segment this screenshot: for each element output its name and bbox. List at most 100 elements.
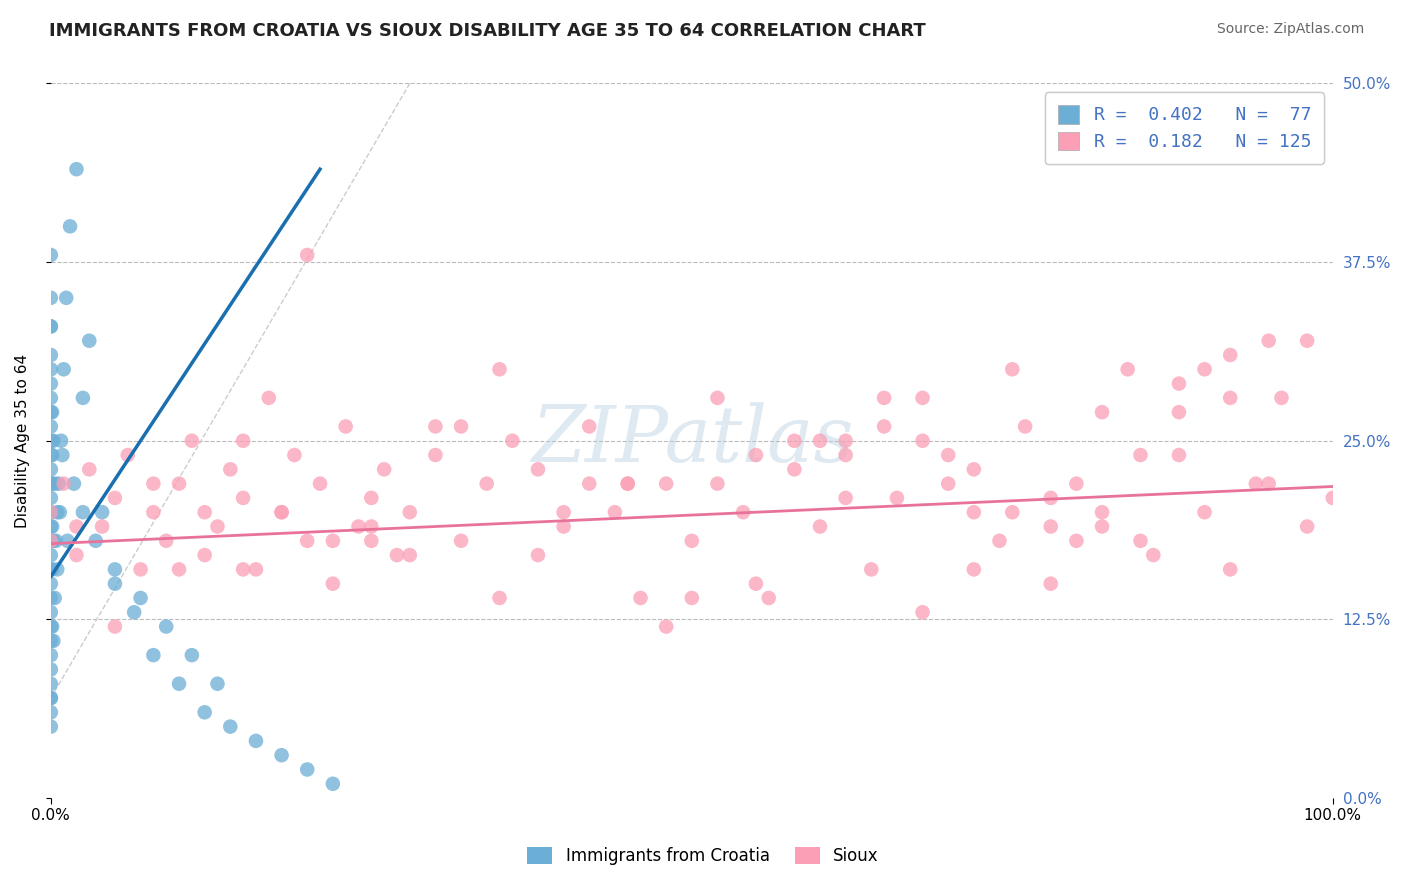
Point <box>59 219 82 234</box>
Point <box>745 448 768 462</box>
Point <box>39 662 62 676</box>
Point <box>1168 405 1191 419</box>
Point <box>39 533 62 548</box>
Point <box>39 505 62 519</box>
Point <box>1168 448 1191 462</box>
Point <box>46 505 69 519</box>
Point <box>167 677 190 691</box>
Point <box>39 419 62 434</box>
Point <box>39 691 62 706</box>
Point <box>44 591 66 605</box>
Y-axis label: Disability Age 35 to 64: Disability Age 35 to 64 <box>15 354 30 528</box>
Point <box>553 519 575 533</box>
Point <box>270 505 292 519</box>
Point <box>39 319 62 334</box>
Point <box>1296 519 1319 533</box>
Point <box>733 505 755 519</box>
Point <box>373 462 395 476</box>
Point <box>1257 334 1279 348</box>
Point <box>834 448 856 462</box>
Point <box>297 533 319 548</box>
Point <box>963 505 986 519</box>
Point <box>808 519 831 533</box>
Point <box>194 548 217 562</box>
Point <box>41 448 63 462</box>
Point <box>39 533 62 548</box>
Point <box>39 434 62 448</box>
Point <box>553 505 575 519</box>
Point <box>834 491 856 505</box>
Point <box>398 505 420 519</box>
Point <box>104 562 127 576</box>
Point <box>616 476 638 491</box>
Point <box>44 476 66 491</box>
Point <box>385 548 408 562</box>
Point <box>745 576 768 591</box>
Point <box>39 448 62 462</box>
Point <box>681 591 703 605</box>
Point <box>1091 519 1114 533</box>
Point <box>360 519 382 533</box>
Point <box>39 619 62 633</box>
Point <box>39 548 62 562</box>
Point <box>39 376 62 391</box>
Point <box>207 519 229 533</box>
Point <box>39 462 62 476</box>
Point <box>783 462 806 476</box>
Point <box>79 462 101 476</box>
Point <box>270 505 292 519</box>
Point <box>39 491 62 505</box>
Point <box>84 533 107 548</box>
Point <box>1257 476 1279 491</box>
Point <box>963 462 986 476</box>
Point <box>245 734 267 748</box>
Point <box>1194 505 1216 519</box>
Point <box>39 720 62 734</box>
Point <box>936 476 959 491</box>
Point <box>322 777 344 791</box>
Point <box>117 448 139 462</box>
Point <box>501 434 523 448</box>
Point <box>52 476 75 491</box>
Point <box>655 619 678 633</box>
Text: Source: ZipAtlas.com: Source: ZipAtlas.com <box>1216 22 1364 37</box>
Point <box>873 391 896 405</box>
Point <box>1014 419 1036 434</box>
Legend: Immigrants from Croatia, Sioux: Immigrants from Croatia, Sioux <box>517 837 889 875</box>
Point <box>398 548 420 562</box>
Point <box>335 419 357 434</box>
Point <box>42 434 65 448</box>
Point <box>167 476 190 491</box>
Point <box>194 706 217 720</box>
Point <box>1129 448 1152 462</box>
Point <box>322 533 344 548</box>
Point <box>232 562 254 576</box>
Point <box>41 619 63 633</box>
Point <box>527 548 550 562</box>
Point <box>48 476 70 491</box>
Point <box>39 476 62 491</box>
Point <box>603 505 626 519</box>
Point <box>1219 562 1241 576</box>
Point <box>283 448 305 462</box>
Point <box>1039 519 1062 533</box>
Point <box>207 677 229 691</box>
Point <box>1219 391 1241 405</box>
Point <box>963 562 986 576</box>
Point <box>834 434 856 448</box>
Point <box>783 434 806 448</box>
Point <box>65 519 87 533</box>
Point <box>122 605 145 619</box>
Point <box>56 533 79 548</box>
Point <box>39 591 62 605</box>
Point <box>39 505 62 519</box>
Point <box>39 248 62 262</box>
Point <box>488 362 510 376</box>
Point <box>91 505 114 519</box>
Point <box>578 476 600 491</box>
Point <box>758 591 780 605</box>
Point <box>52 362 75 376</box>
Point <box>41 476 63 491</box>
Point <box>1129 533 1152 548</box>
Point <box>41 405 63 419</box>
